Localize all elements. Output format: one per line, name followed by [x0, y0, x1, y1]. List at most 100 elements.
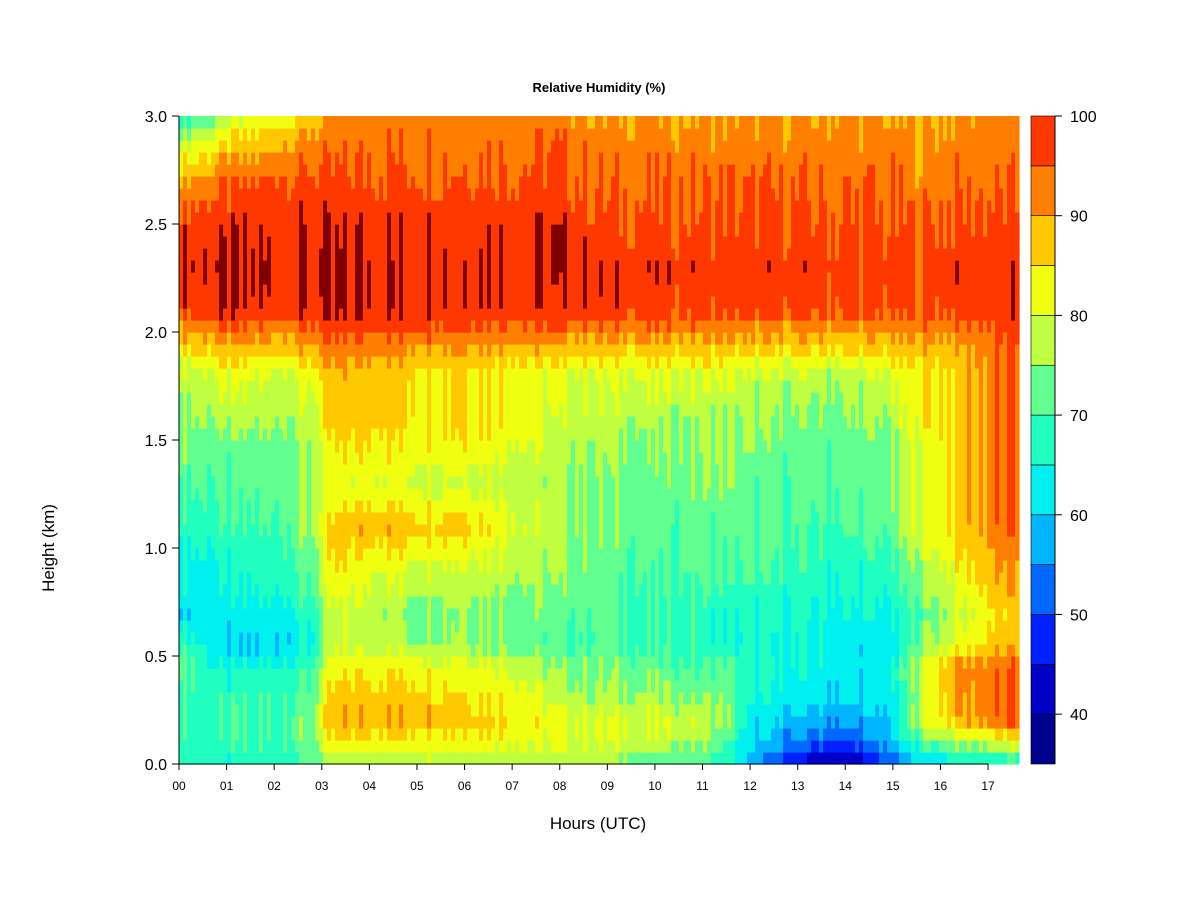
- heatmap-cell: [335, 476, 340, 489]
- heatmap-cell: [235, 572, 240, 585]
- heatmap-cell: [203, 128, 208, 141]
- heatmap-cell: [263, 704, 268, 717]
- heatmap-cell: [347, 176, 352, 189]
- heatmap-cell: [371, 428, 376, 441]
- heatmap-cell: [523, 272, 528, 285]
- heatmap-cell: [515, 440, 520, 453]
- heatmap-cell: [531, 704, 536, 717]
- heatmap-cell: [515, 560, 520, 573]
- heatmap-cell: [319, 464, 324, 477]
- heatmap-cell: [275, 308, 280, 321]
- heatmap-cell: [511, 704, 516, 717]
- heatmap-cell: [443, 380, 448, 393]
- heatmap-cell: [371, 308, 376, 321]
- heatmap-cell: [243, 404, 248, 417]
- heatmap-cell: [399, 608, 404, 621]
- heatmap-cell: [547, 740, 552, 753]
- heatmap-cell: [387, 428, 392, 441]
- heatmap-cell: [203, 524, 208, 537]
- heatmap-cell: [179, 620, 184, 633]
- heatmap-cell: [239, 236, 244, 249]
- heatmap-cell: [255, 716, 260, 729]
- heatmap-cell: [427, 404, 432, 417]
- heatmap-cell: [475, 236, 480, 249]
- heatmap-cell: [327, 704, 332, 717]
- heatmap-cell: [195, 116, 200, 129]
- heatmap-cell: [391, 248, 396, 261]
- heatmap-cell: [479, 584, 484, 597]
- heatmap-cell: [495, 608, 500, 621]
- heatmap-cell: [347, 500, 352, 513]
- heatmap-cell: [239, 752, 244, 765]
- heatmap-cell: [407, 248, 412, 261]
- heatmap-cell: [403, 380, 408, 393]
- heatmap-cell: [495, 332, 500, 345]
- heatmap-cell: [279, 248, 284, 261]
- heatmap-cell: [447, 392, 452, 405]
- heatmap-cell: [511, 656, 516, 669]
- heatmap-cell: [539, 488, 544, 501]
- heatmap-cell: [335, 296, 340, 309]
- heatmap-cell: [263, 224, 268, 237]
- heatmap-cell: [247, 284, 252, 297]
- heatmap-cell: [227, 632, 232, 645]
- heatmap-cell: [263, 464, 268, 477]
- heatmap-cell: [419, 656, 424, 669]
- heatmap-cell: [467, 236, 472, 249]
- heatmap-cell: [347, 416, 352, 429]
- heatmap-cell: [419, 416, 424, 429]
- heatmap-cell: [251, 200, 256, 213]
- heatmap-cell: [407, 152, 412, 165]
- heatmap-cell: [243, 260, 248, 273]
- heatmap-cell: [191, 248, 196, 261]
- heatmap-cell: [439, 248, 444, 261]
- heatmap-cell: [259, 128, 264, 141]
- heatmap-cell: [399, 440, 404, 453]
- heatmap-cell: [475, 356, 480, 369]
- heatmap-cell: [475, 584, 480, 597]
- heatmap-cell: [451, 356, 456, 369]
- heatmap-cell: [243, 452, 248, 465]
- heatmap-cell: [507, 248, 512, 261]
- heatmap-cell: [535, 152, 540, 165]
- heatmap-cell: [443, 608, 448, 621]
- heatmap-cell: [543, 164, 548, 177]
- heatmap-cell: [527, 572, 532, 585]
- heatmap-cell: [427, 656, 432, 669]
- heatmap-cell: [315, 692, 320, 705]
- heatmap-cell: [303, 608, 308, 621]
- heatmap-cell: [503, 296, 508, 309]
- heatmap-cell: [235, 512, 240, 525]
- heatmap-cell: [279, 392, 284, 405]
- heatmap-cell: [255, 512, 260, 525]
- heatmap-cell: [243, 332, 248, 345]
- heatmap-cell: [219, 176, 224, 189]
- heatmap-cell: [223, 668, 228, 681]
- heatmap-cell: [191, 680, 196, 693]
- heatmap-cell: [319, 668, 324, 681]
- heatmap-cell: [483, 596, 488, 609]
- heatmap-cell: [523, 548, 528, 561]
- heatmap-cell: [231, 488, 236, 501]
- heatmap-cell: [271, 296, 276, 309]
- heatmap-cell: [499, 272, 504, 285]
- heatmap-cell: [387, 200, 392, 213]
- heatmap-cell: [435, 404, 440, 417]
- heatmap-cell: [479, 248, 484, 261]
- heatmap-cell: [327, 584, 332, 597]
- heatmap-cell: [519, 308, 524, 321]
- heatmap-cell: [335, 500, 340, 513]
- heatmap-cell: [287, 752, 292, 765]
- heatmap-cell: [451, 704, 456, 717]
- heatmap-cell: [475, 440, 480, 453]
- heatmap-cell: [335, 452, 340, 465]
- heatmap-cell: [215, 320, 220, 333]
- heatmap-cell: [387, 260, 392, 273]
- heatmap-cell: [287, 572, 292, 585]
- heatmap-cell: [503, 176, 508, 189]
- heatmap-cell: [179, 608, 184, 621]
- heatmap-cell: [439, 308, 444, 321]
- heatmap-cell: [207, 512, 212, 525]
- heatmap-cell: [451, 440, 456, 453]
- heatmap-cell: [331, 320, 336, 333]
